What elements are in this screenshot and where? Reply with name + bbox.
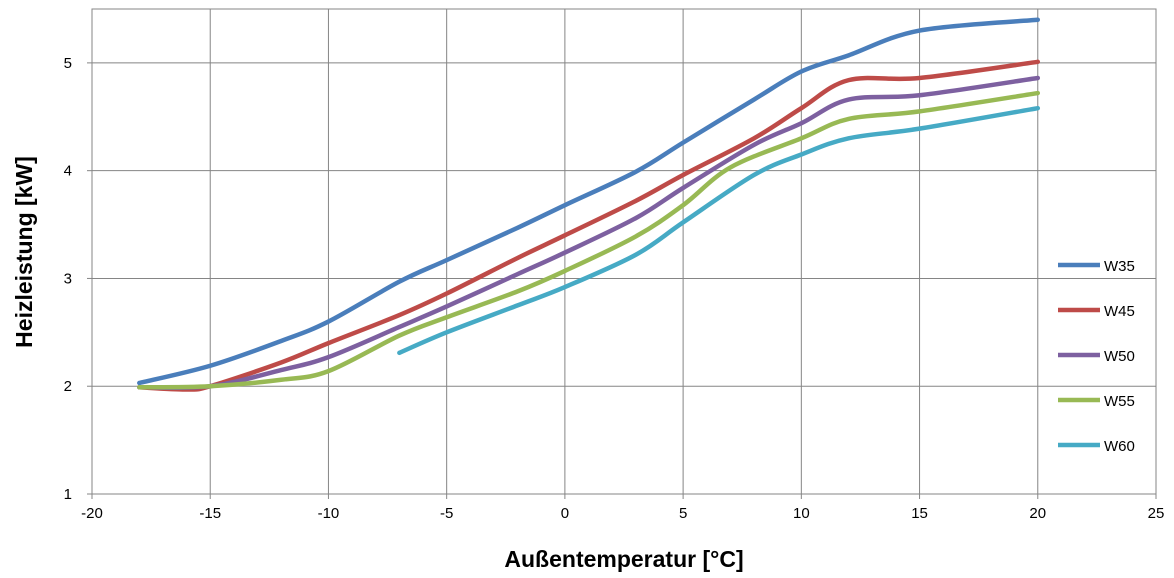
y-tick-label: 2 (64, 378, 72, 395)
x-tick-label: -10 (318, 505, 340, 522)
x-tick-label: 5 (679, 505, 687, 522)
legend-item-w55: W55 (1058, 393, 1135, 410)
series-line-w45 (137, 59, 1041, 392)
y-axis-tick-labels: 1 2 3 4 5 (64, 55, 92, 503)
grid (92, 9, 1156, 494)
x-axis-title: Außentemperatur [°C] (504, 546, 743, 572)
series-lines (137, 17, 1041, 392)
plot-area-frame (91, 8, 1157, 495)
legend-label: W45 (1104, 303, 1135, 320)
legend-item-w60: W60 (1058, 438, 1135, 455)
x-tick-label: 25 (1148, 505, 1165, 522)
legend-label: W50 (1104, 348, 1135, 365)
x-tick-label: 0 (561, 505, 569, 522)
series-line-w55 (137, 90, 1041, 390)
x-tick-label: -5 (440, 505, 453, 522)
y-tick-label: 3 (64, 270, 72, 287)
x-tick-label: -15 (199, 505, 221, 522)
legend: W35 W45 W50 W55 W60 (1058, 258, 1135, 455)
y-tick-label: 4 (64, 163, 72, 180)
x-axis-tick-labels: -20 -15 -10 -5 0 5 10 15 20 25 (81, 494, 1164, 522)
x-tick-label: 10 (793, 505, 810, 522)
legend-label: W55 (1104, 393, 1135, 410)
series-line-w35 (137, 17, 1041, 386)
y-axis-title: Heizleistung [kW] (11, 156, 37, 348)
legend-label: W35 (1104, 258, 1135, 275)
x-tick-label: -20 (81, 505, 103, 522)
legend-item-w50: W50 (1058, 348, 1135, 365)
y-tick-label: 5 (64, 55, 72, 72)
y-tick-label: 1 (64, 486, 72, 503)
series-line-w50 (137, 75, 1041, 391)
legend-item-w45: W45 (1058, 303, 1135, 320)
series-line-w60 (397, 105, 1041, 356)
legend-label: W60 (1104, 438, 1135, 455)
legend-item-w35: W35 (1058, 258, 1135, 275)
x-tick-label: 20 (1029, 505, 1046, 522)
x-tick-label: 15 (911, 505, 928, 522)
